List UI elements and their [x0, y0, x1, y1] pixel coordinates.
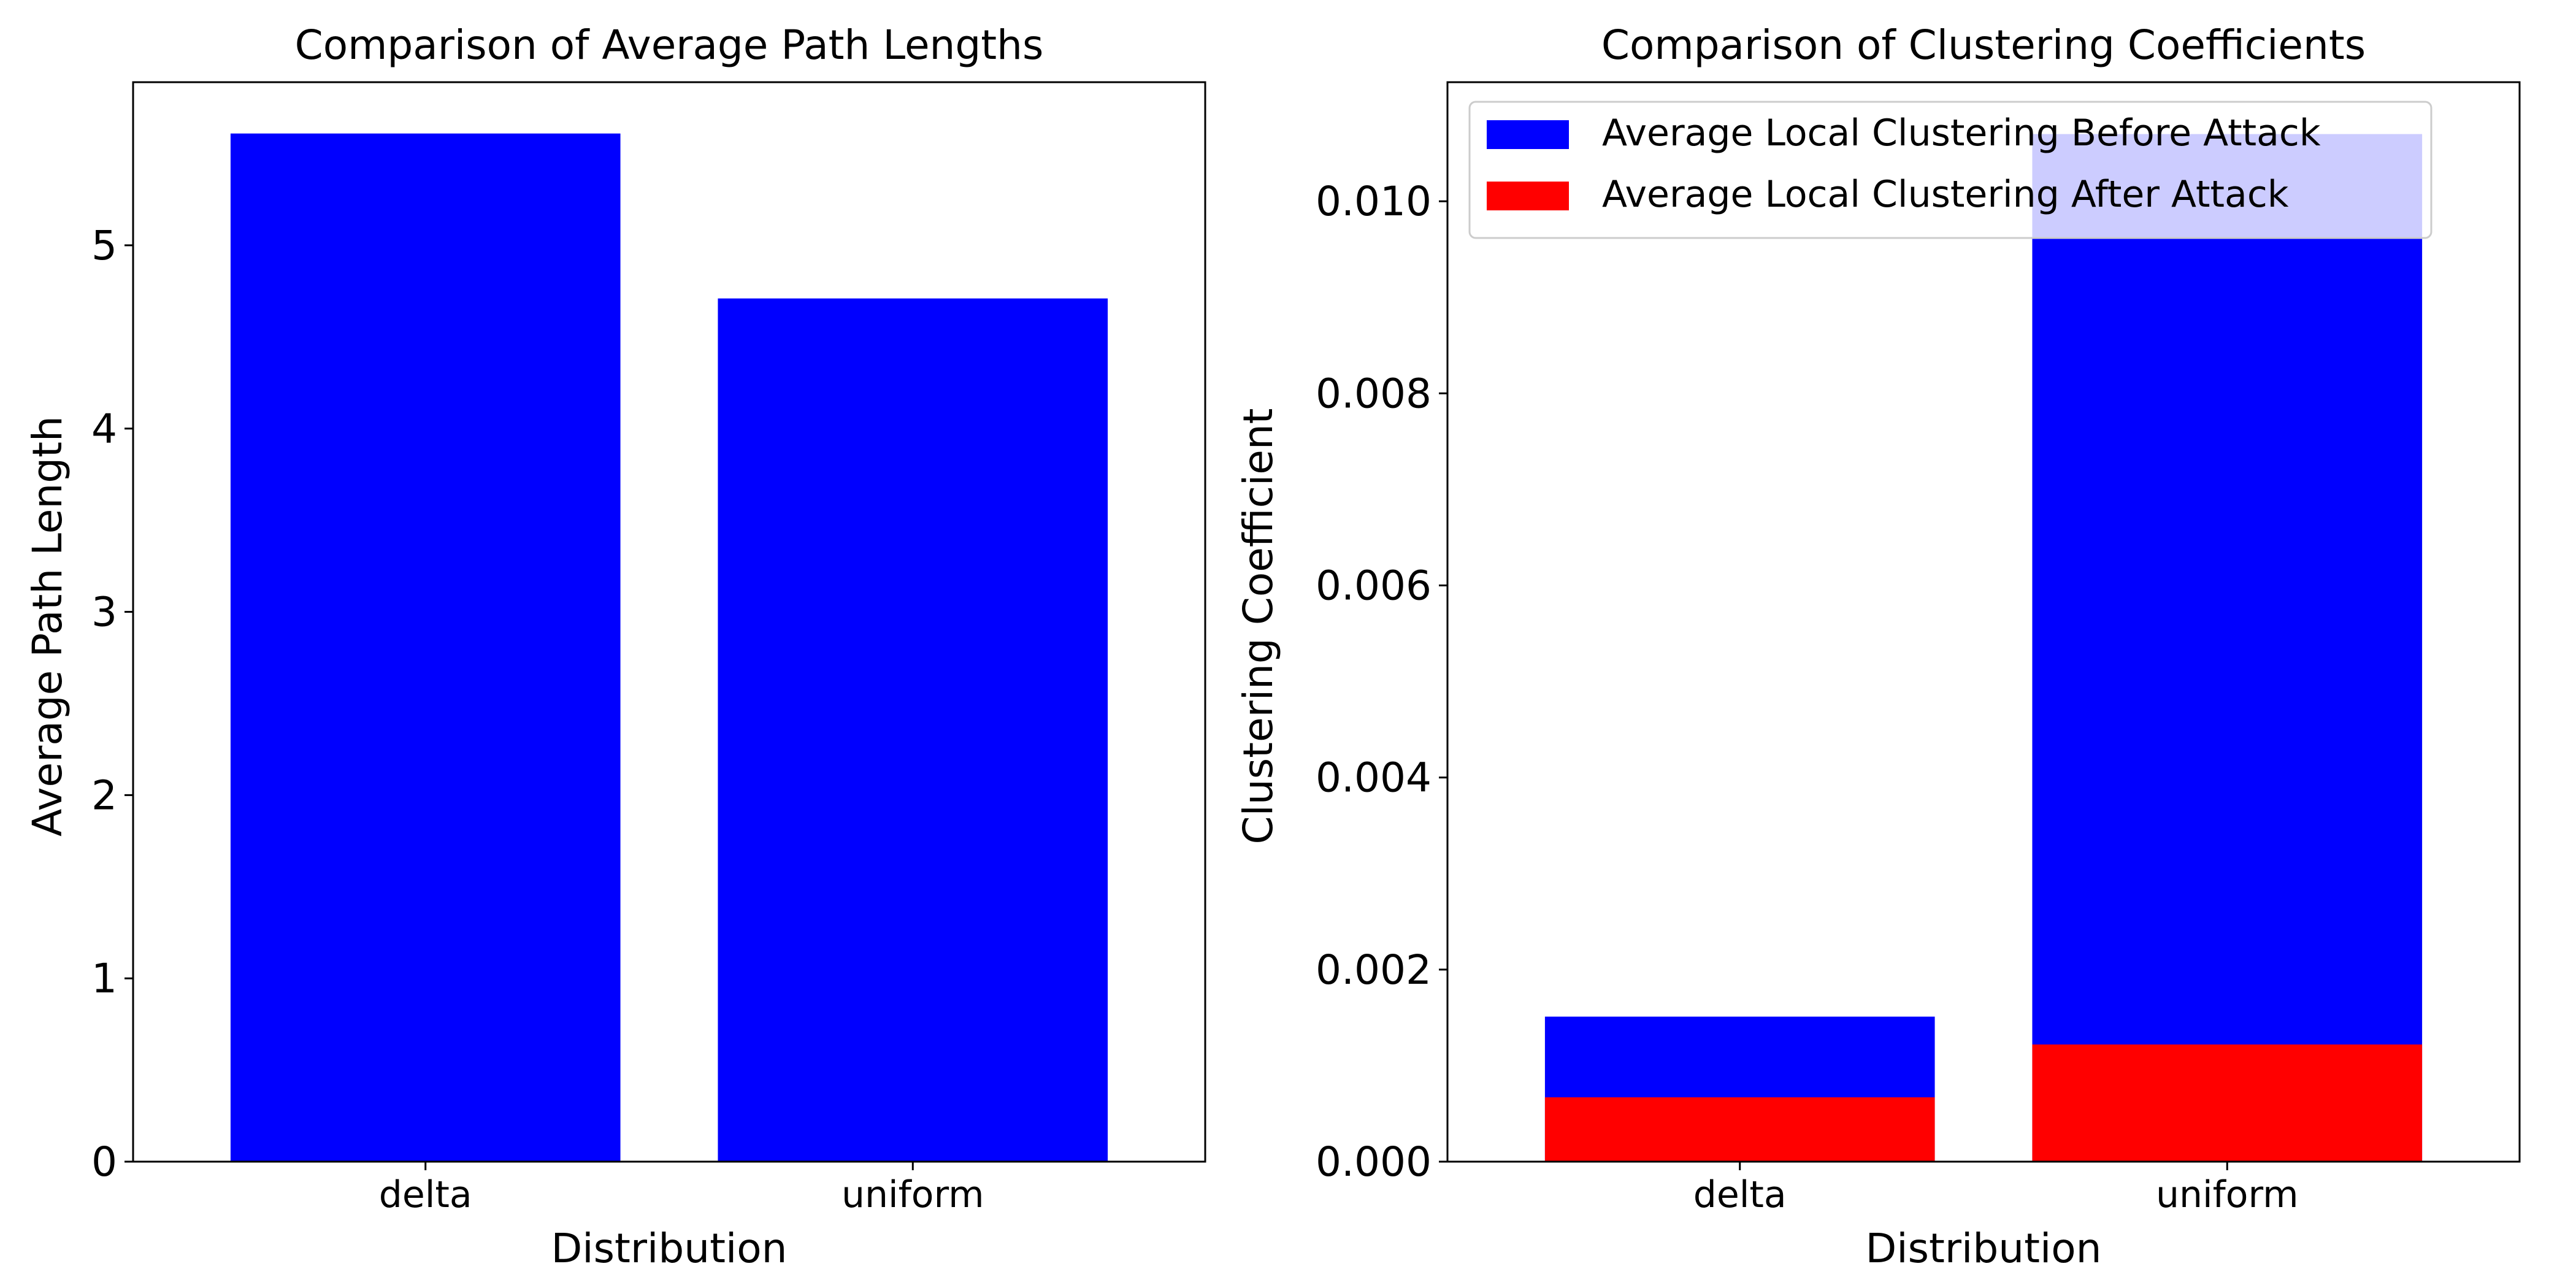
bar-delta-series-1: [1544, 1097, 1935, 1162]
bar-uniform-series-1: [2032, 1044, 2423, 1162]
y-tick-label: 3: [91, 589, 117, 636]
y-tick-label: 4: [91, 405, 117, 453]
bar-uniform-series-0: [718, 298, 1108, 1162]
plot-frame: [1446, 81, 2521, 1163]
path-length-chart: Comparison of Average Path Lengths Avera…: [24, 21, 1206, 1272]
y-ticks: 0 1 2 3 4 5: [91, 222, 133, 1186]
legend-box: [1468, 101, 2432, 239]
bars: [1544, 134, 2423, 1162]
bar-delta-series-0: [230, 133, 621, 1162]
y-tick-label: 2: [91, 772, 117, 819]
x-axis-label: Distribution: [1865, 1225, 2101, 1272]
legend: Average Local Clustering Before Attack Av…: [1468, 101, 2432, 239]
chart-title: Comparison of Average Path Lengths: [295, 21, 1044, 69]
x-tick-label: uniform: [2156, 1173, 2299, 1216]
y-tick-label: 5: [91, 222, 117, 269]
x-tick-label: delta: [1693, 1173, 1787, 1216]
legend-swatch: [1487, 120, 1569, 149]
y-axis-label: Clustering Coefficient: [1235, 408, 1282, 844]
bars: [230, 133, 1108, 1162]
clustering-chart: Comparison of Clustering Coefficients Cl…: [1235, 21, 2521, 1272]
legend-swatch: [1487, 182, 1569, 210]
y-tick-label: 0.010: [1316, 178, 1432, 225]
legend-label: Average Local Clustering Before Attack: [1602, 112, 2321, 155]
x-axis-label: Distribution: [551, 1225, 787, 1272]
y-tick-label: 0.000: [1316, 1138, 1432, 1186]
legend-label: Average Local Clustering After Attack: [1602, 173, 2289, 216]
y-ticks: 0.000 0.002 0.004 0.006 0.008 0.010: [1316, 178, 1447, 1186]
y-tick-label: 0: [91, 1138, 117, 1186]
x-ticks: delta uniform: [379, 1162, 984, 1216]
y-tick-label: 0.002: [1316, 946, 1432, 994]
y-tick-label: 0.006: [1316, 562, 1432, 609]
y-tick-label: 0.008: [1316, 370, 1432, 417]
bar-uniform-series-0: [2032, 134, 2423, 1162]
x-tick-label: uniform: [841, 1173, 984, 1216]
plot-frame: [132, 81, 1206, 1163]
y-tick-label: 1: [91, 955, 117, 1002]
x-tick-label: delta: [379, 1173, 472, 1216]
x-ticks: delta uniform: [1693, 1162, 2299, 1216]
y-axis-label: Average Path Length: [24, 416, 71, 837]
chart-title: Comparison of Clustering Coefficients: [1601, 21, 2366, 69]
y-tick-label: 0.004: [1316, 754, 1432, 802]
